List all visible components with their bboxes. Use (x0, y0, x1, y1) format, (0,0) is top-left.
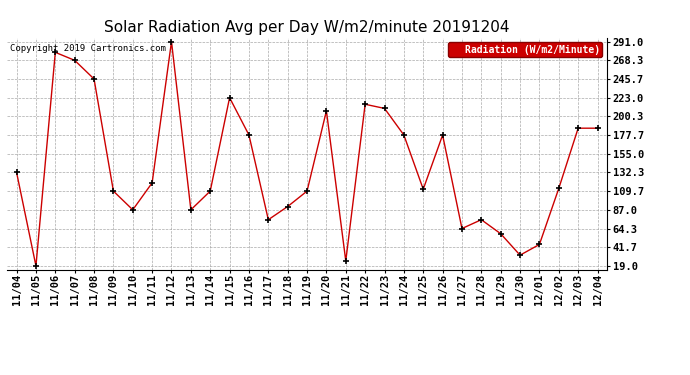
Title: Solar Radiation Avg per Day W/m2/minute 20191204: Solar Radiation Avg per Day W/m2/minute … (104, 20, 510, 35)
Text: Copyright 2019 Cartronics.com: Copyright 2019 Cartronics.com (10, 45, 166, 54)
Legend: Radiation (W/m2/Minute): Radiation (W/m2/Minute) (448, 42, 602, 57)
